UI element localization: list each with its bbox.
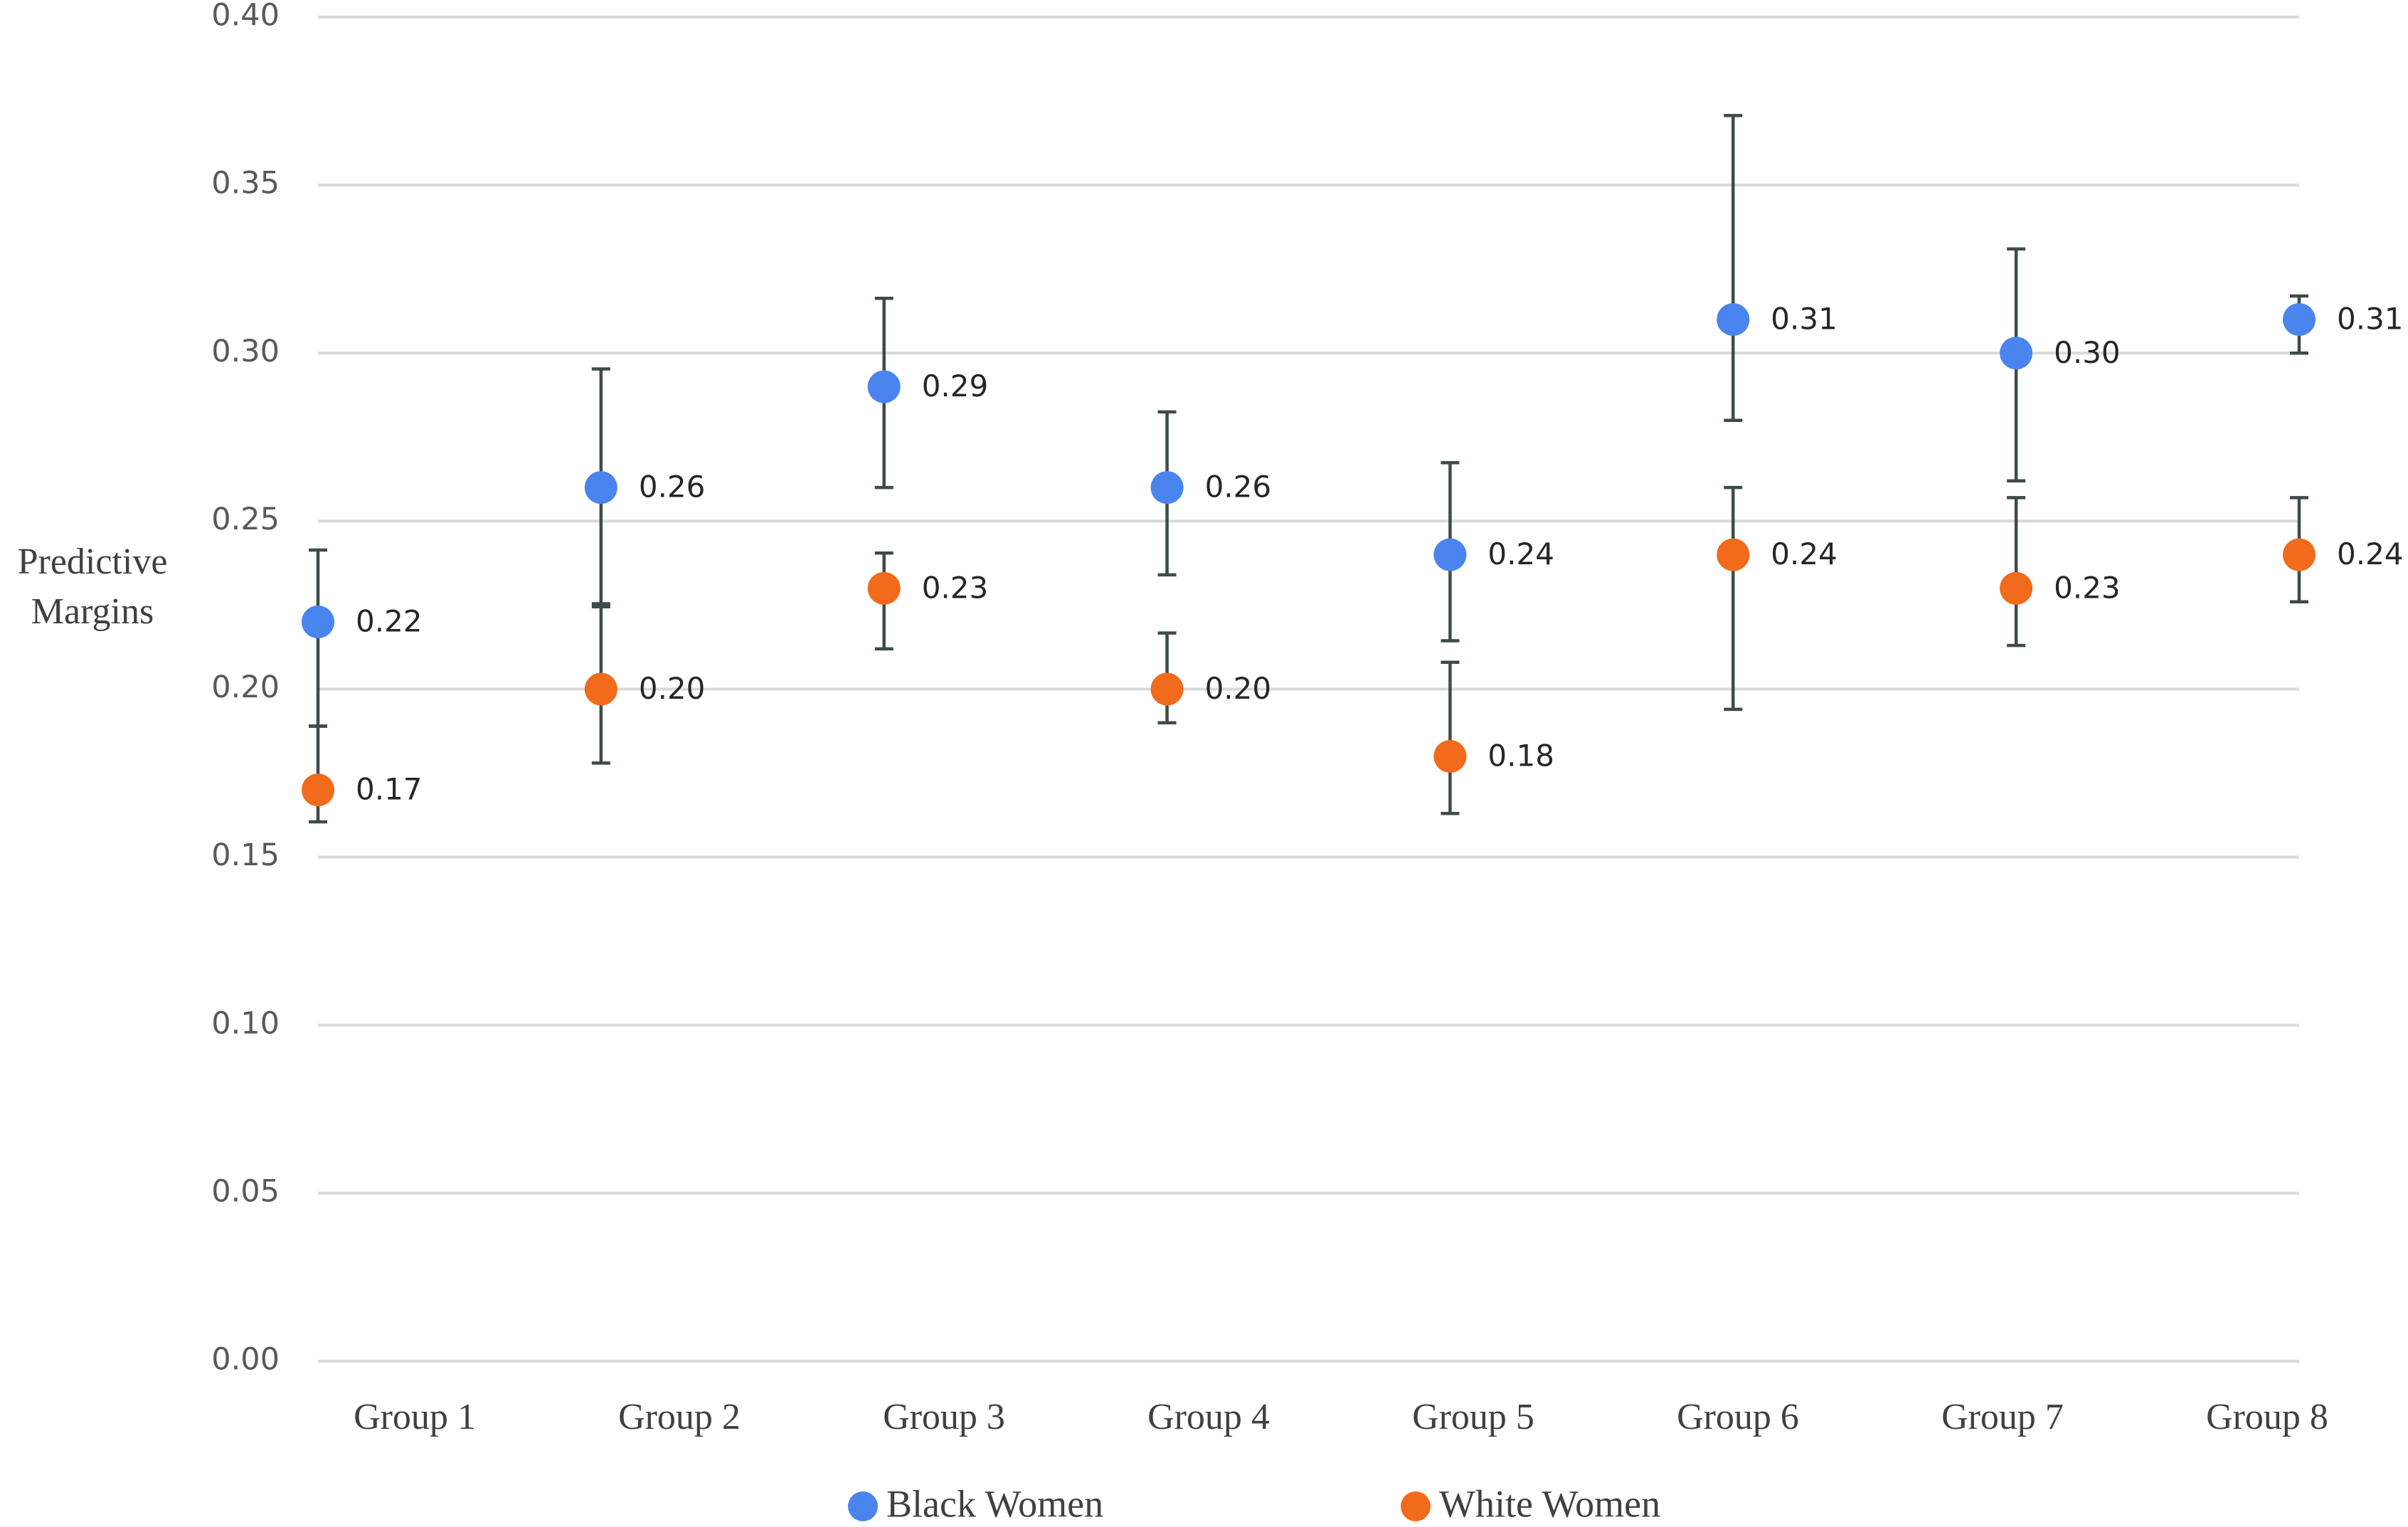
y-tick-label: 0.05 — [211, 1173, 280, 1209]
y-axis-title: Predictive Margins — [17, 541, 168, 632]
value-label: 0.20 — [639, 671, 706, 706]
x-tick-label: Group 7 — [1941, 1397, 2064, 1437]
point — [1433, 739, 1467, 773]
x-tick-label: Group 8 — [2206, 1397, 2328, 1437]
point — [2283, 303, 2316, 337]
y-tick-label: 0.35 — [211, 166, 280, 201]
point — [2000, 571, 2033, 605]
value-label: 0.31 — [2337, 302, 2404, 337]
point — [302, 606, 334, 639]
y-tick-label: 0.25 — [211, 502, 280, 537]
point — [1433, 538, 1467, 571]
value-label: 0.24 — [1771, 537, 1837, 571]
y-tick-label: 0.30 — [211, 334, 280, 369]
x-tick-label: Group 5 — [1412, 1397, 1534, 1437]
x-tick-label: Group 3 — [883, 1397, 1005, 1437]
value-label: 0.23 — [2054, 570, 2121, 605]
legend-marker — [1401, 1491, 1431, 1521]
x-tick-label: Group 2 — [618, 1397, 741, 1437]
value-label: 0.26 — [1205, 470, 1272, 504]
value-label: 0.17 — [356, 772, 423, 807]
point — [584, 672, 617, 706]
x-tick-label: Group 6 — [1677, 1397, 1799, 1437]
value-label: 0.22 — [356, 604, 423, 639]
y-tick-label: 0.10 — [211, 1005, 280, 1041]
value-label: 0.31 — [1771, 302, 1837, 337]
value-label: 0.24 — [1487, 537, 1554, 571]
point — [302, 773, 334, 807]
point — [867, 370, 901, 403]
point — [1150, 471, 1184, 504]
x-tick-label: Group 1 — [354, 1397, 476, 1437]
y-tick-label: 0.00 — [211, 1342, 280, 1378]
point — [584, 471, 617, 504]
y-tick-label: 0.20 — [211, 670, 280, 705]
x-tick-label: Group 4 — [1147, 1397, 1270, 1437]
value-label: 0.24 — [2337, 537, 2404, 571]
value-label: 0.18 — [1487, 738, 1554, 773]
y-tick-label: 0.40 — [211, 0, 280, 33]
value-label: 0.23 — [922, 570, 989, 605]
value-label: 0.30 — [2054, 335, 2121, 370]
value-label: 0.29 — [922, 369, 989, 403]
point — [1717, 538, 1750, 571]
y-tick-label: 0.15 — [211, 838, 280, 873]
point — [2283, 538, 2316, 571]
point — [1150, 672, 1184, 706]
point — [867, 571, 901, 605]
legend-label: White Women — [1439, 1482, 1660, 1525]
legend-label: Black Women — [886, 1482, 1103, 1525]
point — [2000, 337, 2033, 370]
value-label: 0.20 — [1205, 671, 1272, 706]
value-label: 0.26 — [639, 470, 706, 504]
point — [1717, 303, 1750, 337]
legend-marker — [848, 1491, 878, 1521]
